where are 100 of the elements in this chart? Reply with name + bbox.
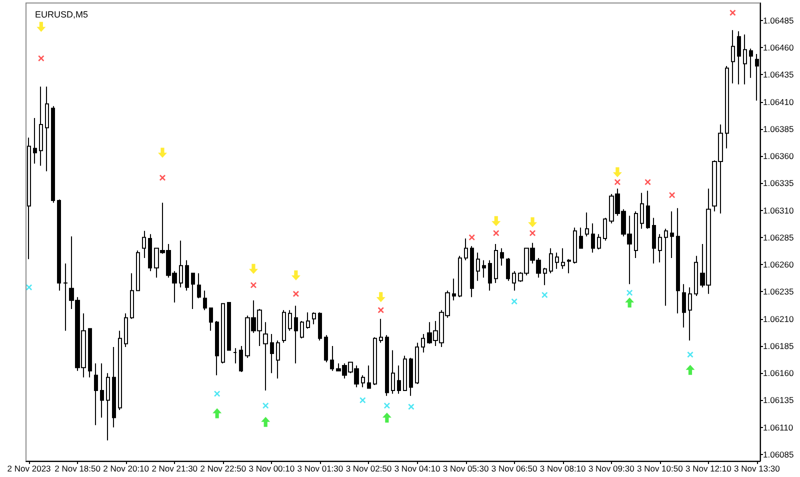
- x-tick-label: 2 Nov 22:50: [200, 464, 246, 474]
- candlestick: [585, 212, 589, 237]
- candlestick: [203, 290, 207, 311]
- candlestick: [227, 302, 231, 351]
- candlestick: [130, 272, 134, 320]
- candlestick: [324, 334, 328, 363]
- x-tick-label: 3 Nov 02:50: [346, 464, 392, 474]
- candlestick: [579, 227, 583, 249]
- candlestick: [737, 30, 741, 85]
- candlestick: [421, 334, 425, 353]
- candlestick: [94, 362, 98, 426]
- candlestick: [676, 208, 680, 314]
- x-tick-label: 3 Nov 12:10: [686, 464, 732, 474]
- candlestick: [591, 222, 595, 254]
- point: [214, 390, 220, 397]
- x-tick-label: 3 Nov 00:10: [248, 464, 295, 474]
- candlestick: [215, 320, 219, 376]
- point: [212, 408, 222, 418]
- candlestick: [725, 65, 729, 149]
- candlestick: [209, 307, 213, 332]
- candlestick: [312, 312, 316, 325]
- candlestick: [652, 217, 656, 264]
- point: [261, 416, 270, 427]
- candlestick: [391, 350, 395, 394]
- point: [644, 179, 651, 186]
- candlestick: [476, 252, 480, 282]
- point: [493, 230, 500, 236]
- point: [530, 230, 536, 236]
- x-tick-label: 2 Nov 20:10: [103, 464, 150, 474]
- candlestick: [367, 364, 371, 389]
- x-tick-label: 3 Nov 01:30: [297, 464, 344, 474]
- candlestick: [694, 255, 698, 297]
- candlestick: [318, 312, 322, 342]
- candlestick: [33, 118, 37, 164]
- x-tick-label: 3 Nov 09:30: [588, 464, 635, 474]
- candlestick: [573, 227, 577, 264]
- y-tick-label: 1.06210: [763, 314, 794, 324]
- candlestick: [185, 260, 189, 292]
- candlestick: [373, 336, 377, 386]
- candlestick: [27, 137, 31, 260]
- candlestick: [148, 234, 152, 272]
- candlestick: [361, 374, 365, 388]
- candlestick: [415, 342, 419, 384]
- x-tick-label: 3 Nov 05:30: [442, 464, 489, 474]
- candlestick: [88, 328, 92, 378]
- x-tick-label: 3 Nov 13:30: [734, 464, 780, 474]
- candlestick: [567, 258, 571, 274]
- candlestick: [731, 30, 735, 84]
- candlestick: [142, 230, 146, 259]
- y-tick-label: 1.06135: [763, 395, 794, 406]
- candlestick: [640, 192, 644, 230]
- point: [26, 284, 32, 290]
- y-tick-label: 1.06410: [763, 96, 794, 107]
- x-tick-label: 3 Nov 04:10: [394, 464, 440, 474]
- candlestick: [543, 267, 547, 286]
- point: [250, 282, 256, 288]
- point: [262, 402, 269, 409]
- y-tick-label: 1.06385: [763, 124, 794, 134]
- candlestick: [306, 312, 310, 330]
- y-tick-label: 1.06260: [763, 260, 794, 270]
- y-tick-label: 1.06360: [763, 151, 794, 162]
- x-tick-label: 3 Nov 06:50: [491, 464, 538, 474]
- point: [360, 397, 366, 404]
- candlestick: [506, 258, 510, 282]
- point: [686, 364, 695, 375]
- candlestick: [555, 252, 559, 270]
- point: [626, 290, 633, 296]
- point: [492, 216, 501, 226]
- candlestick: [385, 334, 389, 396]
- candlestick: [458, 255, 462, 298]
- point: [614, 179, 620, 186]
- y-tick-label: 1.06160: [763, 368, 794, 378]
- y-tick-label: 1.06085: [763, 449, 794, 460]
- point: [36, 22, 46, 32]
- point: [730, 10, 736, 16]
- point: [687, 352, 694, 358]
- y-tick-label: 1.06185: [763, 340, 794, 351]
- candlestick: [39, 86, 43, 166]
- candlestick: [294, 305, 298, 364]
- candlestick: [743, 34, 747, 85]
- candlestick: [561, 248, 565, 270]
- candlestick: [330, 345, 334, 372]
- candlestick: [670, 210, 674, 259]
- candlestick: [233, 348, 237, 364]
- y-tick-label: 1.06335: [763, 178, 794, 188]
- candlestick: [664, 228, 668, 306]
- point: [511, 298, 518, 304]
- point: [542, 292, 548, 298]
- candlestick: [500, 248, 504, 266]
- candlestick: [179, 240, 183, 288]
- candlestick: [403, 355, 407, 391]
- candlestick: [270, 334, 274, 374]
- y-tick-label: 1.06485: [763, 15, 794, 26]
- candlestick: [221, 303, 225, 364]
- candlestick: [688, 286, 692, 342]
- candlestick: [397, 364, 401, 394]
- candlestick: [597, 234, 601, 250]
- candlestick: [646, 190, 650, 230]
- candlestick: [276, 340, 280, 380]
- point: [376, 292, 386, 302]
